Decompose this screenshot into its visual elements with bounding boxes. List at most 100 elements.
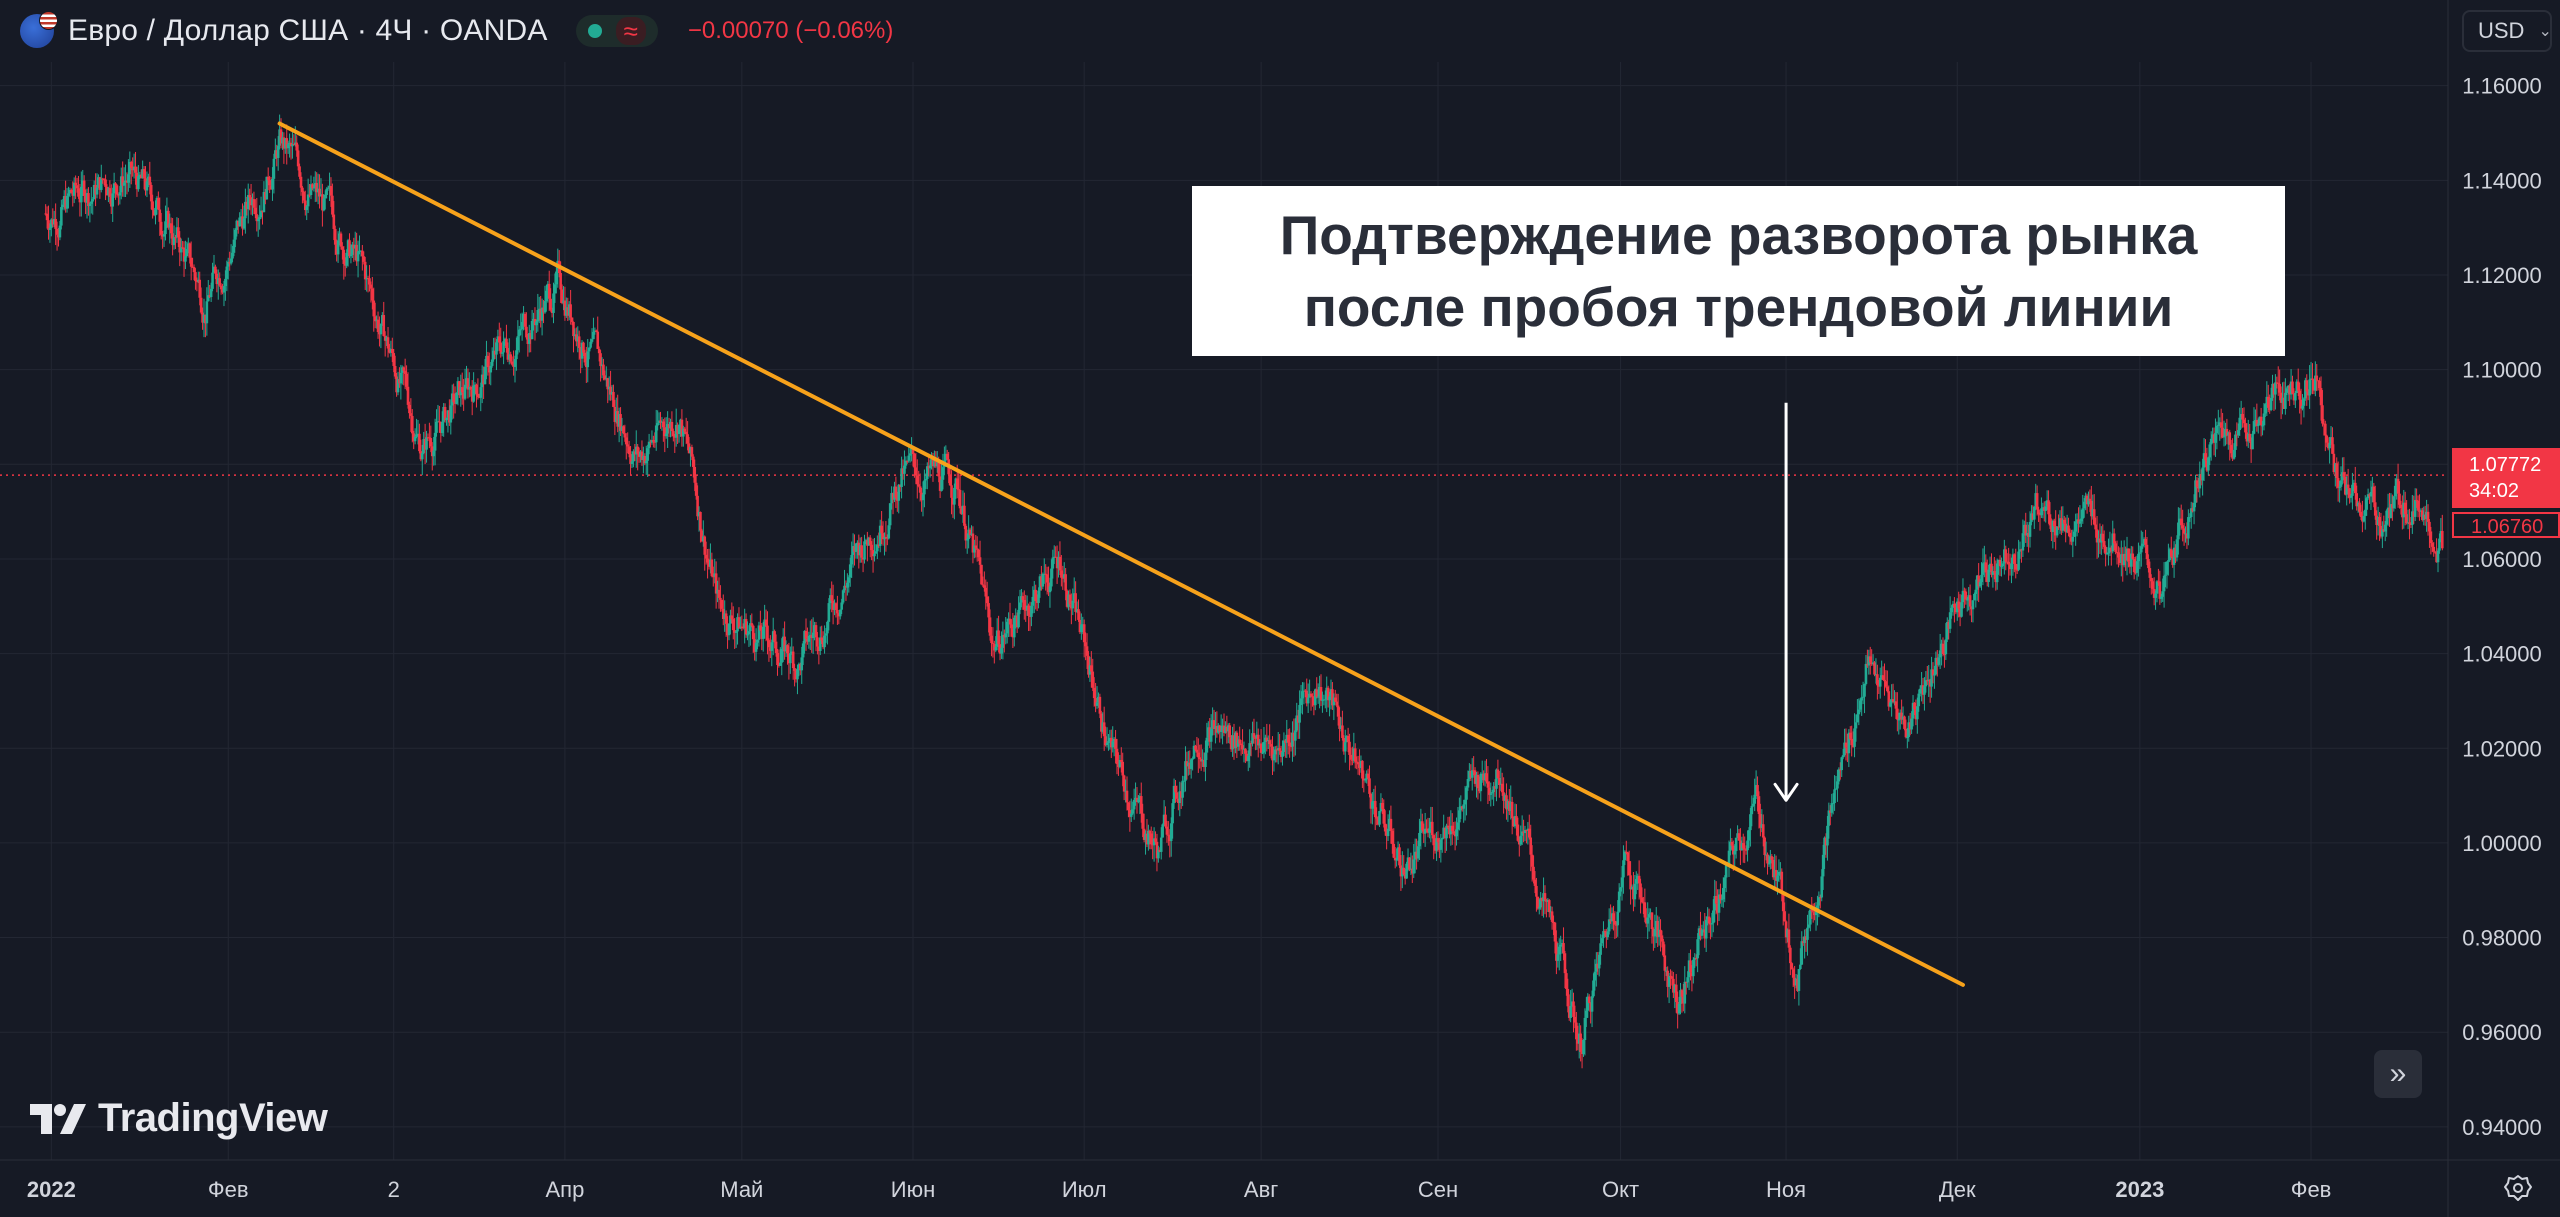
candle-body [1198,757,1202,760]
time-tick-label: Ноя [1766,1177,1806,1202]
candle-body [492,350,495,360]
candle-body [1433,845,1437,851]
symbol-title[interactable]: Евро / Доллар США · 4Ч · OANDA [68,14,548,47]
candle-body [857,542,861,556]
candle-body [2082,501,2086,509]
candle-body [543,301,547,313]
candle-body [74,182,77,186]
candle-body [562,300,565,304]
candle-body [1683,981,1687,1004]
candle-body [269,185,273,190]
candle-body [1760,824,1764,828]
candle-body [593,330,597,332]
candle-body [1931,669,1935,676]
candle-body [98,177,102,190]
scroll-to-realtime-button[interactable]: » [2374,1050,2422,1098]
last-price-value: 1.07772 [2469,454,2542,476]
candle-body [1512,818,1515,827]
candle-body [1647,914,1651,918]
candle-body [1027,605,1030,616]
candle-body [612,391,615,407]
candle-body [1065,590,1069,607]
tradingview-logo[interactable]: TradingView [30,1096,328,1141]
candle-body [1070,604,1073,609]
candle-body [759,625,762,631]
candle-body [1470,770,1474,778]
candle-body [1255,734,1259,739]
candle-body [619,414,622,431]
candle-body [1498,777,1501,786]
market-status-pill[interactable]: ≈ [575,15,658,47]
candle-body [1188,762,1192,769]
candle-body [1751,803,1755,806]
candle-body [933,460,936,467]
candle-body [1408,857,1411,870]
candle-body [348,240,351,257]
candle-body [1468,770,1471,779]
candle-body [1248,743,1251,756]
candle-body [480,374,484,388]
candle-body [1984,562,1988,573]
candle-body [945,453,949,460]
candle-body [816,637,819,647]
candle-body [1499,783,1503,786]
time-tick-label: 2 [388,1177,400,1202]
candle-body [1896,708,1899,720]
candle-body [935,462,939,467]
candle-body [662,421,665,428]
candle-body [1159,837,1163,852]
candle-body [2021,533,2025,551]
candle-body [1954,607,1958,613]
candle-body [1803,936,1806,943]
candle-body [1690,972,1694,977]
candle-body [1907,722,1911,737]
candle-body [420,453,424,460]
price-tick-label: 1.06000 [2462,547,2542,572]
candle-body [1643,902,1647,918]
candle-body [1547,900,1551,913]
candle-body [2199,474,2203,481]
candle-body [1994,572,1998,583]
candle-body [1807,924,1811,928]
candle-body [2010,563,2013,570]
candle-body [2051,520,2055,532]
candle-body [1356,762,1360,765]
candle-body [656,423,659,426]
candle-body [2229,444,2233,454]
candle-body [840,602,843,610]
candle-body [1443,827,1447,839]
candle-body [281,137,284,144]
candle-body [2162,575,2166,592]
candle-body [2179,518,2183,526]
candle-body [733,630,736,633]
candle-body [87,193,90,206]
candle-body [1017,609,1020,628]
candle-body [1197,752,1200,758]
candle-body [856,542,859,544]
candle-body [2352,482,2356,485]
candle-body [2376,517,2380,526]
candle-body [299,176,303,188]
candle-body [1938,650,1942,658]
candle-body [1020,596,1023,603]
candle-body [2231,453,2234,459]
candle-body [2294,393,2297,401]
candle-body [854,543,858,552]
candle-body [1679,990,1682,1004]
candle-body [323,194,327,199]
candle-body [1694,957,1698,959]
candle-body [864,540,868,542]
candle-body [1836,781,1839,789]
candle-body [613,406,617,422]
candle-body [2121,554,2125,566]
candle-body [1585,1010,1588,1018]
candle-body [1980,574,1983,582]
candle-body [115,185,119,195]
candle-body [1873,662,1876,675]
currency-button[interactable]: USD ⌄ [2462,10,2552,52]
candle-body [729,615,732,624]
candle-body [1082,624,1086,643]
settings-button[interactable] [2500,1170,2536,1206]
candle-body [1985,572,1989,582]
